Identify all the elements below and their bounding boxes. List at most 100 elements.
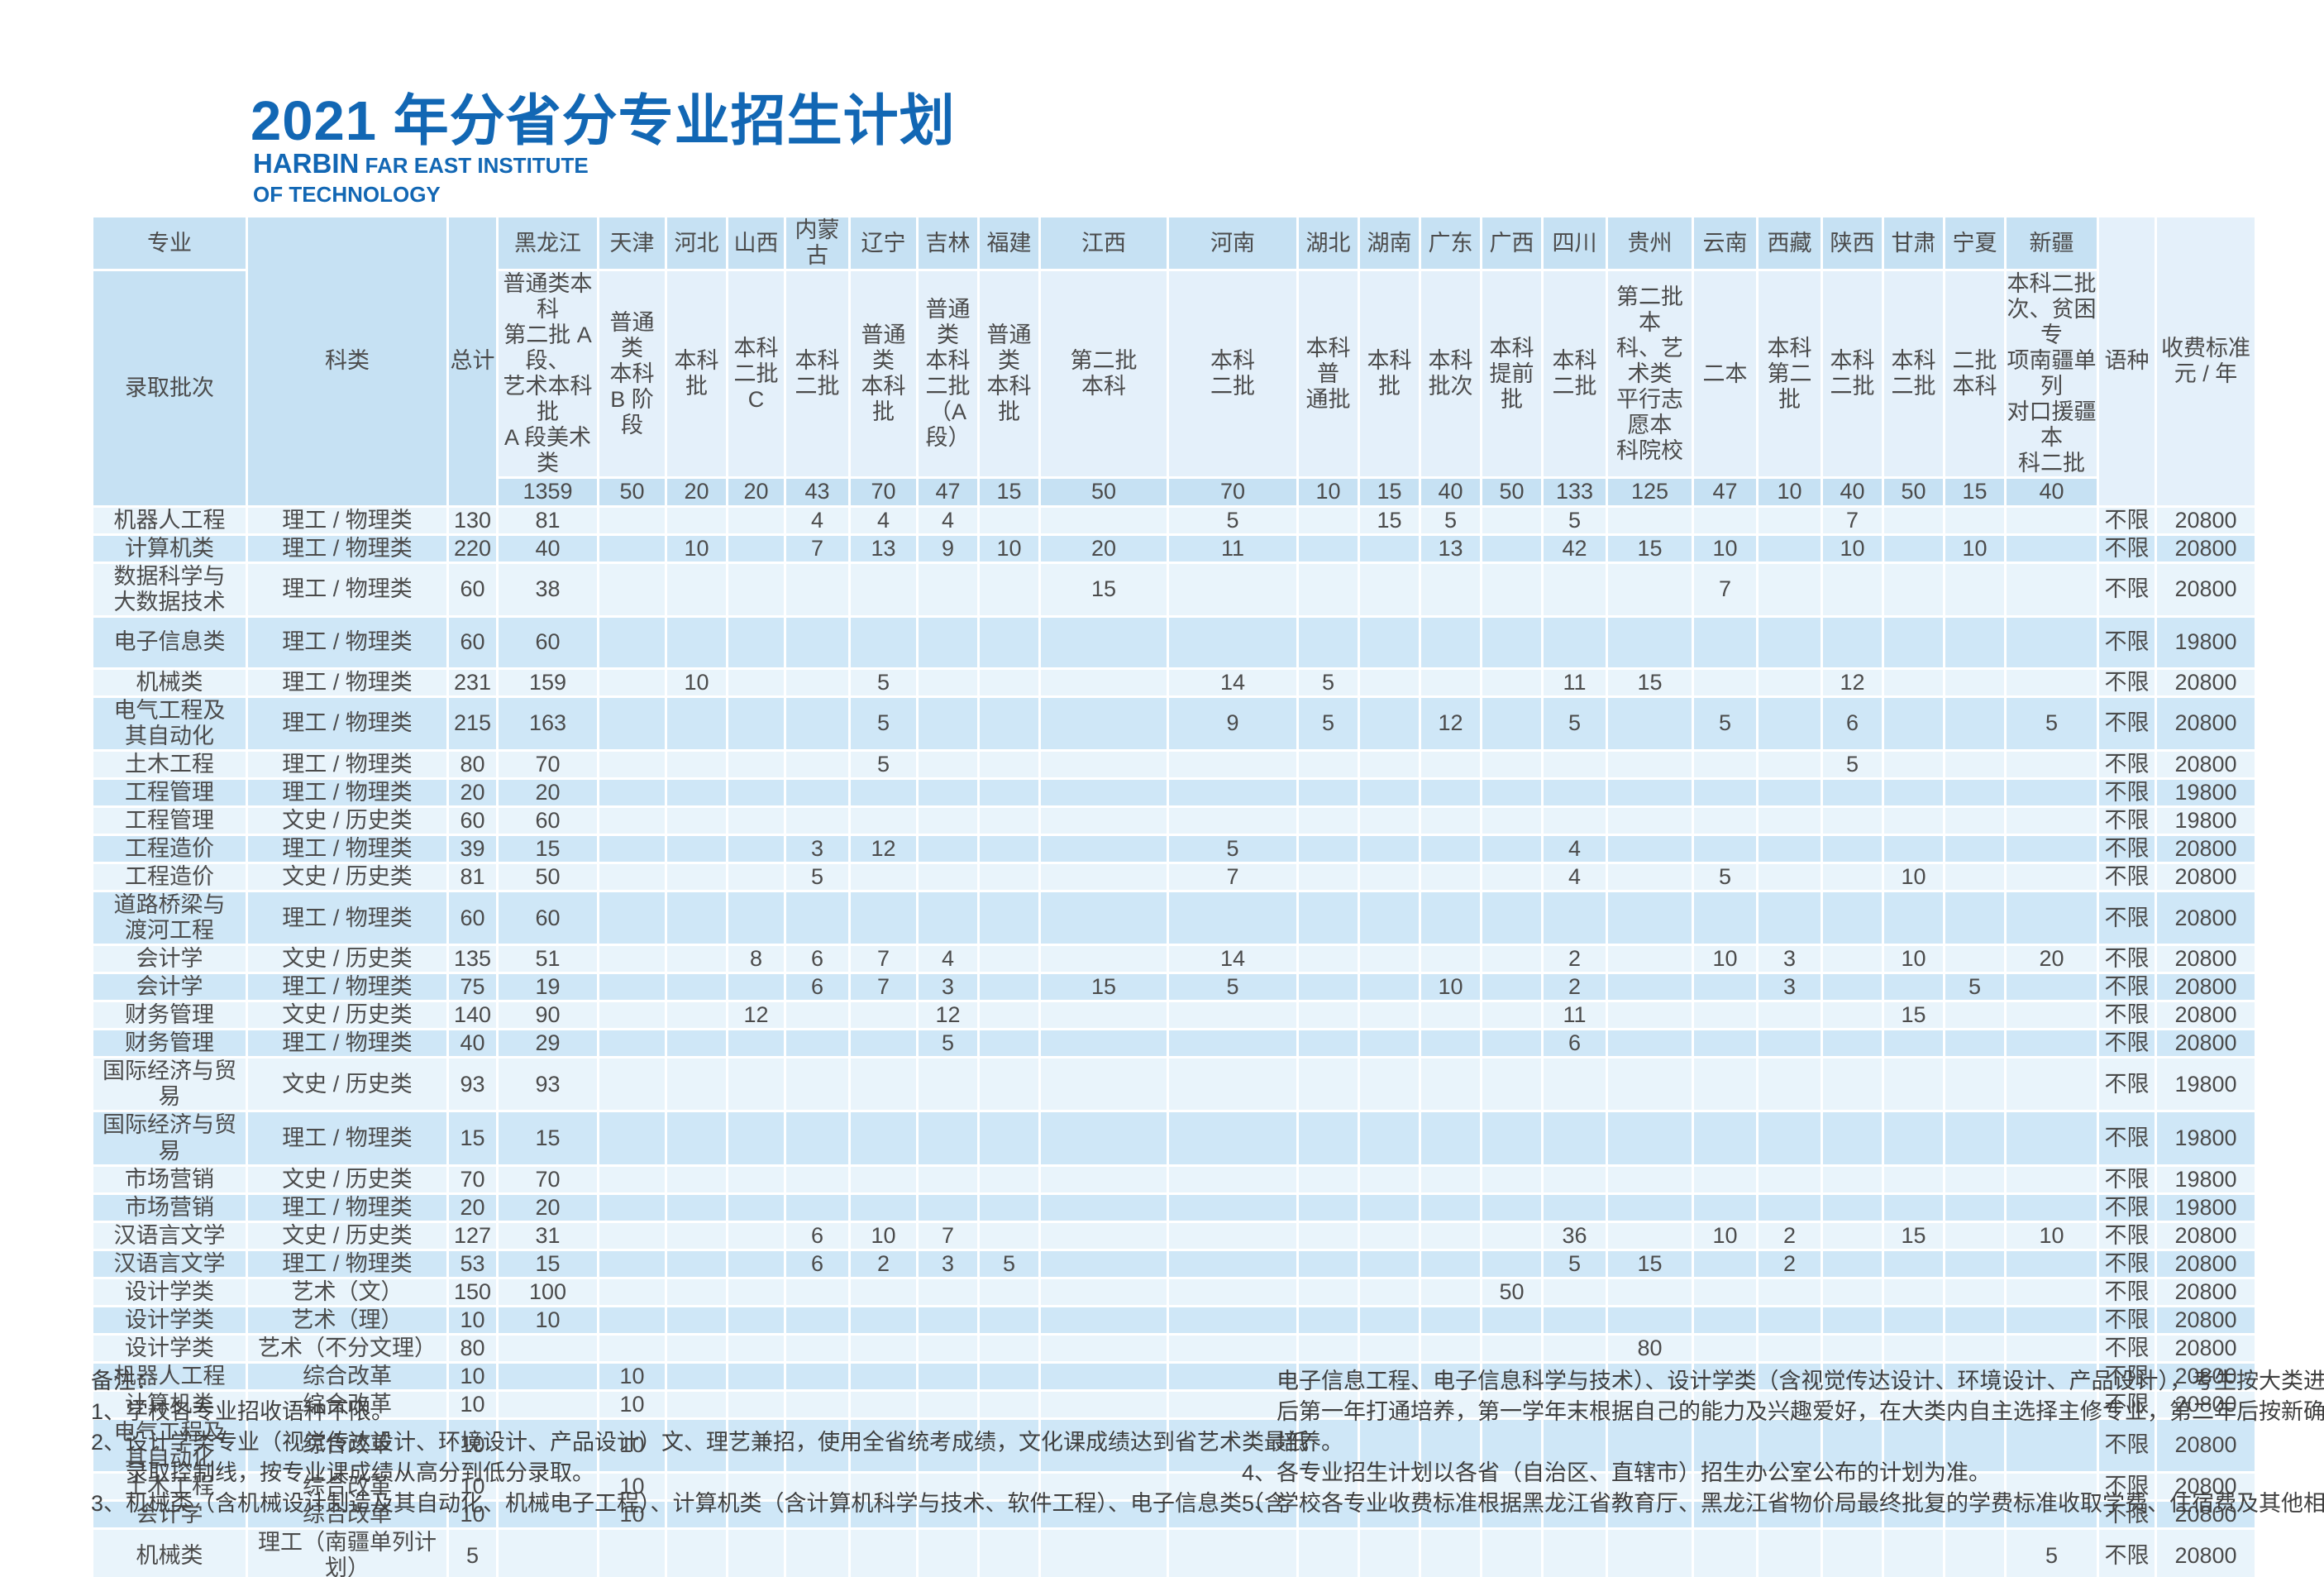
plan-value-cell: 15 [496,1248,599,1279]
plan-value-cell [1358,1220,1421,1251]
plan-value-cell [1943,1248,2007,1279]
plan-value-cell [1358,1164,1421,1195]
province-total-value: 125 [1606,476,1694,508]
row-major: 土木工程 [91,1471,248,1503]
plan-value-cell: 10 [1882,944,1945,975]
plan-value-cell [916,777,980,808]
plan-value-cell [1882,1360,1945,1392]
plan-value-cell [784,1028,851,1059]
plan-value-cell [726,1220,786,1251]
plan-value-cell [1480,533,1544,564]
plan-value-cell [496,1388,599,1420]
plan-value-cell [1692,805,1759,836]
plan-value-cell [784,1471,851,1503]
plan-value-cell [597,862,667,893]
plan-value-cell [1606,1527,1694,1577]
province-name-header: 吉林 [916,214,980,272]
plan-value-cell [726,561,786,618]
row-category: 理工 / 物理类 [246,972,449,1003]
plan-value-cell [1821,1360,1884,1392]
province-total-value: 10 [1296,476,1360,508]
plan-value-cell [1296,1417,1360,1474]
plan-value-cell [1419,1417,1482,1474]
plan-value-cell [1692,1248,1759,1279]
plan-value-cell: 70 [496,748,599,780]
plan-value-cell [1943,561,2007,618]
plan-value-cell [1419,1220,1482,1251]
plan-value-cell [1821,1471,1884,1503]
plan-value-cell [1821,1304,1884,1336]
plan-value-cell: 12 [1419,695,1482,752]
row-category: 理工 / 物理类 [246,748,449,780]
plan-value-cell [1541,1332,1608,1364]
plan-value-cell: 5 [2004,695,2099,752]
plan-value-cell [1541,1388,1608,1420]
province-name-header: 辽宁 [848,214,919,272]
plan-value-cell: 50 [1480,1276,1544,1307]
plan-row: 会计学 综合改革 10 10 不限 20800 [91,1499,2257,1531]
plan-value-cell [1480,561,1544,618]
province-total-value: 15 [1358,476,1421,508]
plan-value-cell [597,1192,667,1223]
row-total: 10 [446,1360,499,1392]
plan-value-cell [977,1056,1041,1113]
plan-row: 道路桥梁与 渡河工程 理工 / 物理类 60 60 不限 20800 [91,890,2257,947]
plan-value-cell [1692,1417,1759,1474]
plan-value-cell [1038,1360,1169,1392]
plan-value-cell [1358,561,1421,618]
plan-value-cell [2004,561,2099,618]
province-batch-header: 本科 二批 [1821,269,1884,480]
plan-value-cell [848,1028,919,1059]
plan-value-cell [977,614,1041,670]
plan-value-cell: 60 [496,805,599,836]
plan-value-cell [1419,748,1482,780]
plan-value-cell [1167,1360,1299,1392]
row-major: 会计学 [91,944,248,975]
plan-value-cell [726,1028,786,1059]
plan-value-cell [1756,833,1823,865]
row-fee: 20800 [2155,1527,2257,1577]
plan-value-cell [2004,862,2099,893]
plan-value-cell: 70 [496,1164,599,1195]
row-major: 工程管理 [91,777,248,808]
plan-value-cell [1606,1164,1694,1195]
plan-value-cell: 5 [1821,748,1884,780]
plan-value-cell [1821,561,1884,618]
plan-value-cell [916,1110,980,1167]
corner-batch-level-label: 录取批次 [91,269,248,508]
plan-value-cell [1480,695,1544,752]
plan-value-cell: 5 [784,862,851,893]
plan-value-cell: 11 [1541,667,1608,698]
plan-value-cell: 5 [977,1248,1041,1279]
plan-value-cell [977,1304,1041,1336]
row-category: 文史 / 历史类 [246,944,449,975]
row-total: 231 [446,667,499,698]
plan-value-cell [916,1304,980,1336]
plan-value-cell [848,1192,919,1223]
plan-value-cell [1419,777,1482,808]
plan-value-cell: 5 [1167,972,1299,1003]
plan-value-cell [1480,1417,1544,1474]
plan-value-cell [1480,1499,1544,1531]
row-category: 综合改革 [246,1360,449,1392]
row-total: 60 [446,805,499,836]
plan-value-cell: 10 [665,667,728,698]
plan-row: 机器人工程 理工 / 物理类 130 81 4 4 4 5 15 5 5 7 不限 20800 [91,504,2257,536]
plan-value-cell [1541,805,1608,836]
row-category: 理工 / 物理类 [246,614,449,670]
plan-value-cell [1943,614,2007,670]
plan-value-cell [916,1527,980,1577]
subtitle-line1-rest: FAR EAST INSTITUTE [359,153,589,178]
province-total-value: 20 [665,476,728,508]
plan-value-cell: 12 [726,1000,786,1031]
plan-value-cell [726,614,786,670]
row-fee: 20800 [2155,1028,2257,1059]
plan-value-cell [1358,1056,1421,1113]
plan-value-cell: 7 [916,1220,980,1251]
plan-value-cell [1821,1028,1884,1059]
plan-value-cell [2004,1276,2099,1307]
plan-value-cell [1756,805,1823,836]
plan-value-cell [1606,944,1694,975]
plan-value-cell [1167,1000,1299,1031]
plan-value-cell [1821,862,1884,893]
